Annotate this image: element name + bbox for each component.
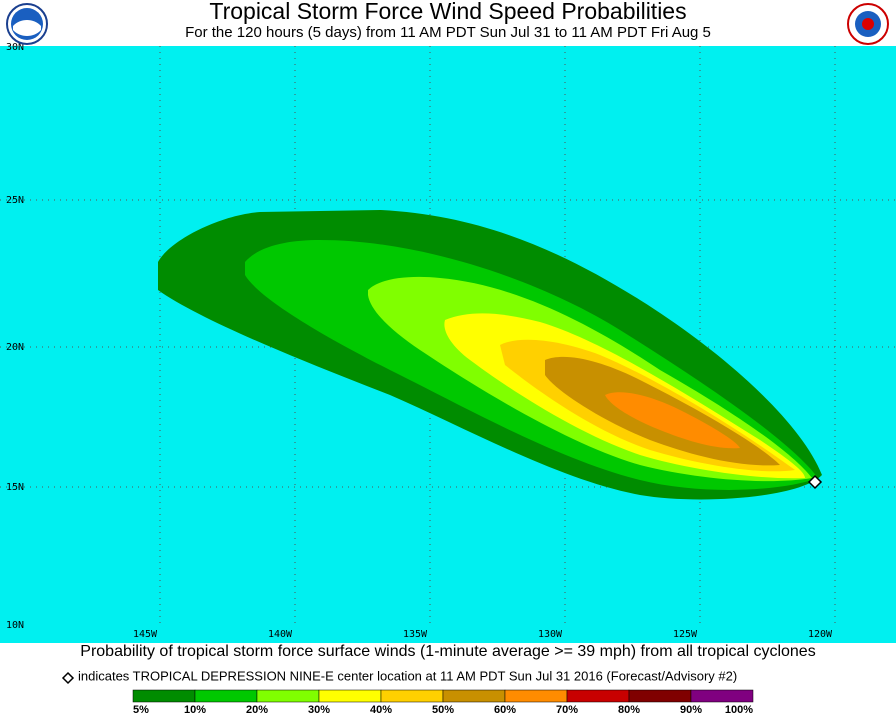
- caption: Probability of tropical storm force surf…: [80, 643, 815, 660]
- legend-label: 60%: [494, 704, 516, 716]
- probability-contours: [158, 210, 822, 500]
- legend-label: 10%: [184, 704, 206, 716]
- legend-label: 80%: [618, 704, 640, 716]
- legend-swatch: [318, 689, 382, 703]
- nws-logo: [847, 3, 889, 45]
- longitude-label: 125W: [673, 629, 698, 640]
- subtitle: For the 120 hours (5 days) from 11 AM PD…: [185, 24, 711, 41]
- legend-swatch: [256, 689, 320, 703]
- storm-center-marker: [807, 474, 823, 490]
- legend: 5% 10% 20% 30% 40% 50% 60% 70% 80% 90% 100%: [132, 689, 754, 716]
- legend-label: 50%: [432, 704, 454, 716]
- legend-label: 20%: [246, 704, 268, 716]
- legend-swatch: [628, 689, 692, 703]
- legend-label: 40%: [370, 704, 392, 716]
- noaa-logo: [6, 3, 48, 45]
- longitude-label: 135W: [403, 629, 428, 640]
- longitude-label: 140W: [268, 629, 293, 640]
- legend-swatch: [194, 689, 258, 703]
- title: Tropical Storm Force Wind Speed Probabil…: [209, 0, 686, 24]
- legend-swatch: [442, 689, 506, 703]
- legend-label: 30%: [308, 704, 330, 716]
- legend-swatch: [690, 689, 754, 703]
- legend-swatch: [566, 689, 630, 703]
- longitude-label: 120W: [808, 629, 833, 640]
- legend-label: 90%: [680, 704, 702, 716]
- latitude-label: 30N: [6, 42, 24, 53]
- latitude-label: 15N: [6, 482, 24, 493]
- legend-label: 100%: [725, 704, 753, 716]
- longitude-label: 130W: [538, 629, 563, 640]
- latitude-label: 25N: [6, 195, 24, 206]
- latitude-label: 10N: [6, 620, 24, 631]
- legend-swatch: [132, 689, 196, 703]
- note: indicates TROPICAL DEPRESSION NINE-E cen…: [78, 668, 737, 683]
- grid: 30N 25N 20N 15N 10N 145W 140W 135W 130W 125W 120W: [0, 42, 896, 640]
- legend-label: 5%: [133, 704, 149, 716]
- legend-swatch: [504, 689, 568, 703]
- note-marker: [61, 671, 75, 685]
- legend-label: 70%: [556, 704, 578, 716]
- legend-swatch: [380, 689, 444, 703]
- latitude-label: 20N: [6, 342, 24, 353]
- contour-60: [605, 392, 740, 449]
- longitude-label: 145W: [133, 629, 158, 640]
